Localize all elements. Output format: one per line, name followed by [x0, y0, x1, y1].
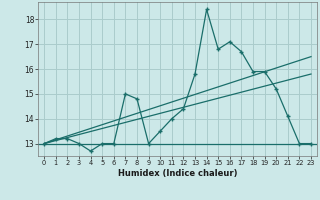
- X-axis label: Humidex (Indice chaleur): Humidex (Indice chaleur): [118, 169, 237, 178]
